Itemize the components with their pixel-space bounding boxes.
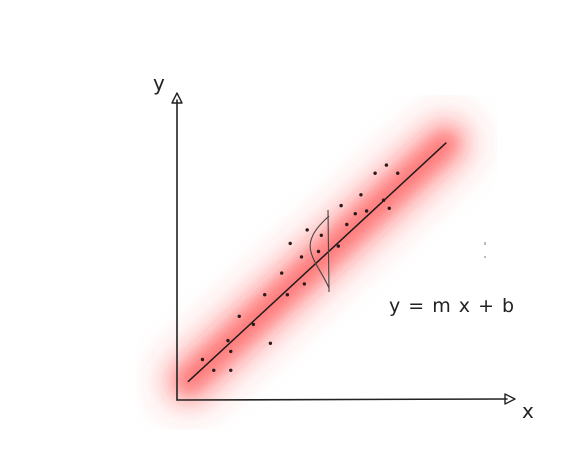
- data-point: [200, 357, 205, 362]
- normal-distribution-sketch: [309, 209, 330, 293]
- data-point: [381, 198, 386, 202]
- data-point: [353, 212, 357, 216]
- data-point: [345, 222, 349, 227]
- data-point: [229, 368, 233, 372]
- distribution-curve: [309, 215, 330, 289]
- data-point: [302, 282, 307, 286]
- data-point: [229, 349, 233, 354]
- data-point: [336, 244, 341, 248]
- x-axis-arrowhead: [504, 393, 516, 405]
- data-point: [263, 293, 267, 297]
- regression-line: [187, 142, 447, 383]
- data-point: [226, 338, 230, 343]
- data-point: [316, 249, 321, 254]
- data-point: [280, 271, 284, 275]
- data-point: [212, 368, 216, 372]
- x-axis-line: [176, 398, 508, 401]
- data-point: [288, 241, 292, 246]
- distribution-vertical-line: [327, 209, 330, 293]
- data-point: [251, 322, 256, 327]
- data-point: [396, 171, 400, 175]
- data-points: [200, 163, 400, 372]
- data-point: [339, 203, 343, 208]
- data-point: [384, 163, 389, 167]
- data-point: [268, 341, 273, 345]
- data-point: [387, 206, 391, 210]
- data-point: [319, 233, 324, 237]
- x-axis-label: x: [522, 399, 534, 423]
- data-point: [359, 193, 363, 197]
- data-point: [285, 293, 290, 297]
- data-point: [364, 209, 369, 213]
- y-axis-arrowhead: [171, 92, 183, 104]
- data-point: [373, 171, 377, 175]
- y-axis-label: y: [153, 71, 165, 95]
- data-point: [237, 314, 241, 318]
- data-point: [305, 228, 309, 232]
- regression-equation: y = m x + b: [389, 295, 515, 317]
- data-point: [299, 255, 304, 259]
